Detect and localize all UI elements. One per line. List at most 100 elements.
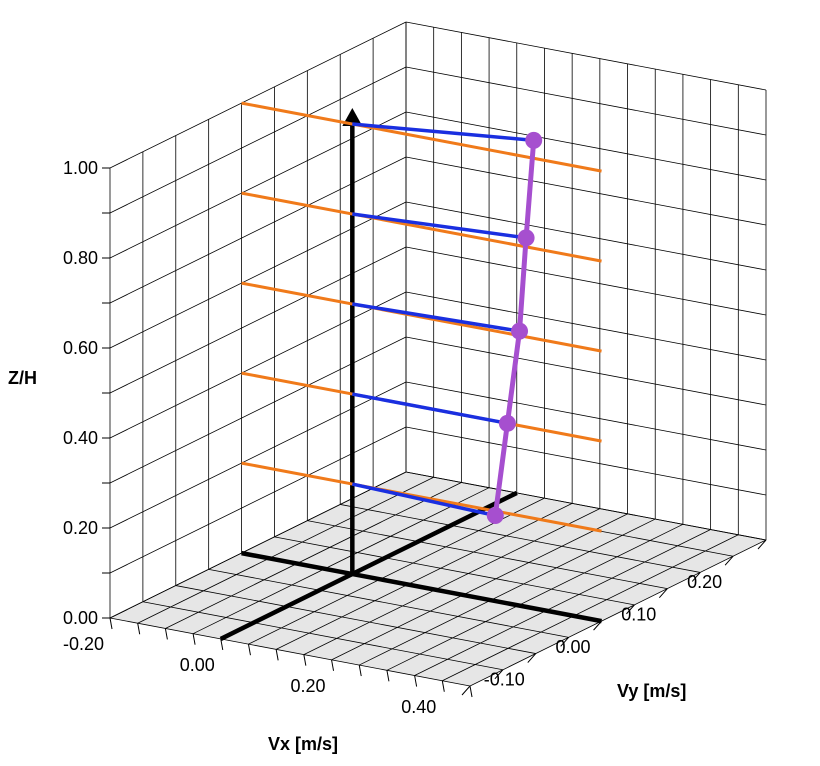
floor-gridline-y	[307, 520, 668, 590]
left-wall-gridline-horizontal	[109, 336, 407, 484]
y-tick-mark	[691, 572, 701, 582]
y-tick-mark	[724, 555, 734, 566]
floor-gridline-x	[275, 503, 573, 650]
y-tick-label: 0.10	[621, 605, 656, 625]
x-tick-mark	[220, 638, 224, 651]
floor-gridline-x	[165, 482, 462, 629]
chart-floor-plane	[110, 472, 766, 686]
left-wall-gridline-horizontal	[109, 426, 407, 574]
vx-zero-axis	[241, 550, 602, 624]
y-tick-mark	[658, 588, 668, 598]
x-tick-mark	[275, 649, 279, 661]
back-wall-gridline-horizontal	[405, 381, 767, 451]
vy-zero-axis	[219, 490, 518, 641]
x-tick-mark	[137, 623, 141, 635]
back-wall-gridline-horizontal	[405, 246, 767, 316]
x-tick-label: 0.00	[180, 655, 215, 675]
floor-gridline-x	[386, 523, 684, 671]
left-wall-gridline-horizontal	[109, 156, 407, 304]
z-tick-label: 0.20	[63, 518, 98, 538]
z-tick-label: 1.00	[63, 158, 98, 178]
back-wall-gridline-horizontal	[405, 156, 767, 226]
y-axis-title: Vy [m/s]	[617, 681, 686, 701]
z-tick-label: 0.60	[63, 338, 98, 358]
x-tick-mark	[469, 685, 473, 698]
y-tick-mark	[757, 539, 767, 550]
z-tick-label: 0.40	[63, 428, 98, 448]
back-wall-gridline-horizontal	[405, 111, 767, 181]
x-tick-label: 0.20	[290, 676, 325, 696]
floor-gridline-x	[137, 476, 434, 624]
x-tick-mark	[441, 680, 445, 692]
x-tick-mark	[386, 670, 390, 682]
reference-line	[241, 461, 602, 533]
profile-point	[486, 507, 504, 525]
reference-line	[241, 191, 602, 263]
x-tick-mark	[358, 664, 362, 677]
back-wall-gridline-horizontal	[405, 201, 767, 271]
floor-gridline-y	[340, 504, 701, 573]
vx-component-line	[352, 122, 534, 143]
x-tick-mark	[331, 659, 335, 671]
floor-gridline-x	[469, 539, 767, 687]
left-wall-gridline-horizontal	[109, 291, 407, 439]
x-tick-label: -0.20	[63, 634, 104, 654]
y-tick-mark	[461, 685, 471, 696]
floor-gridline-x	[192, 487, 490, 635]
floor-gridline-x	[331, 513, 628, 661]
y-tick-mark	[494, 669, 504, 680]
profile-point	[498, 414, 516, 432]
left-wall-gridline-horizontal	[109, 201, 407, 349]
y-tick-mark	[626, 604, 635, 615]
x-tick-label: 0.40	[401, 697, 436, 717]
profile-point	[517, 229, 535, 247]
x-tick-mark	[192, 633, 196, 645]
left-wall-gridline-horizontal	[109, 246, 407, 394]
x-tick-mark	[414, 675, 418, 687]
left-wall-gridline-horizontal	[109, 66, 407, 214]
x-tick-mark	[164, 628, 168, 640]
back-wall-gridline-horizontal	[405, 336, 767, 406]
floor-gridline-y	[208, 568, 569, 638]
reference-line	[241, 281, 602, 353]
back-wall-gridline-horizontal	[405, 21, 767, 91]
left-wall-gridline-horizontal	[109, 471, 407, 619]
back-wall-gridline-horizontal	[405, 426, 767, 496]
floor-gridline-x	[303, 508, 601, 655]
y-tick-label: -0.10	[484, 670, 525, 690]
back-wall-gridline-horizontal	[405, 66, 767, 136]
floor-gridline-y	[274, 536, 635, 606]
y-tick-mark	[560, 637, 570, 647]
chart-marks	[241, 101, 602, 533]
left-wall-gridline-horizontal	[109, 111, 407, 259]
y-tick-label: 0.00	[556, 637, 591, 657]
y-tick-mark	[527, 653, 537, 663]
floor-gridline-x	[359, 518, 656, 666]
vx-component-line	[351, 482, 496, 518]
x-axis-title: Vx [m/s]	[268, 734, 338, 754]
vx-component-line	[352, 302, 520, 333]
profile-point	[525, 131, 543, 149]
floor-gridline-x	[414, 529, 711, 676]
left-wall-gridline-horizontal	[109, 21, 407, 169]
profile-point	[511, 322, 529, 340]
z-tick-label: 0.80	[63, 248, 98, 268]
z-axis-title: Z/H	[8, 368, 37, 388]
vertical-axis-arrowhead	[342, 108, 363, 127]
x-tick-mark	[109, 617, 113, 630]
x-tick-mark	[303, 654, 307, 666]
y-tick-label: 0.20	[687, 572, 722, 592]
vx-component-line	[351, 392, 508, 426]
reference-axes	[219, 108, 602, 641]
vx-component-line	[352, 212, 527, 240]
chart-ticks	[102, 167, 767, 698]
back-wall-gridline-horizontal	[405, 471, 767, 541]
left-wall-gridline-horizontal	[109, 381, 407, 529]
z-tick-label: 0.00	[63, 608, 98, 628]
floor-gridline-y	[109, 617, 471, 687]
reference-line	[241, 101, 602, 173]
floor-gridline-y	[142, 601, 503, 671]
floor-gridline-y	[175, 585, 536, 654]
x-tick-mark	[247, 644, 251, 656]
